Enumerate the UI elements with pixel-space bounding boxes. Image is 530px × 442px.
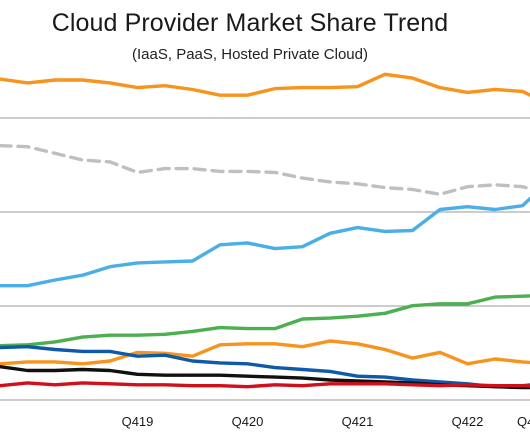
x-tick-label: Q421 [342,414,374,429]
series-line-2 [0,143,530,197]
chart-title: Cloud Provider Market Share Trend [51,9,449,37]
series-line-1 [0,72,530,97]
series-line-4 [0,294,530,348]
gridlines [0,117,530,401]
series-line-3 [0,196,530,288]
x-tick-label: Q4 [517,414,530,429]
x-tick-label: Q420 [232,414,264,429]
chart-subtitle: (IaaS, PaaS, Hosted Private Cloud) [132,46,368,63]
x-tick-label: Q419 [122,414,154,429]
series-line-8 [0,381,530,389]
series-line-6 [0,345,530,389]
series-lines [0,72,530,390]
x-tick-label: Q422 [452,414,484,429]
x-axis-ticks: Q419 Q420 Q421 Q422 Q4 [122,414,530,429]
series-line-5 [0,339,530,366]
